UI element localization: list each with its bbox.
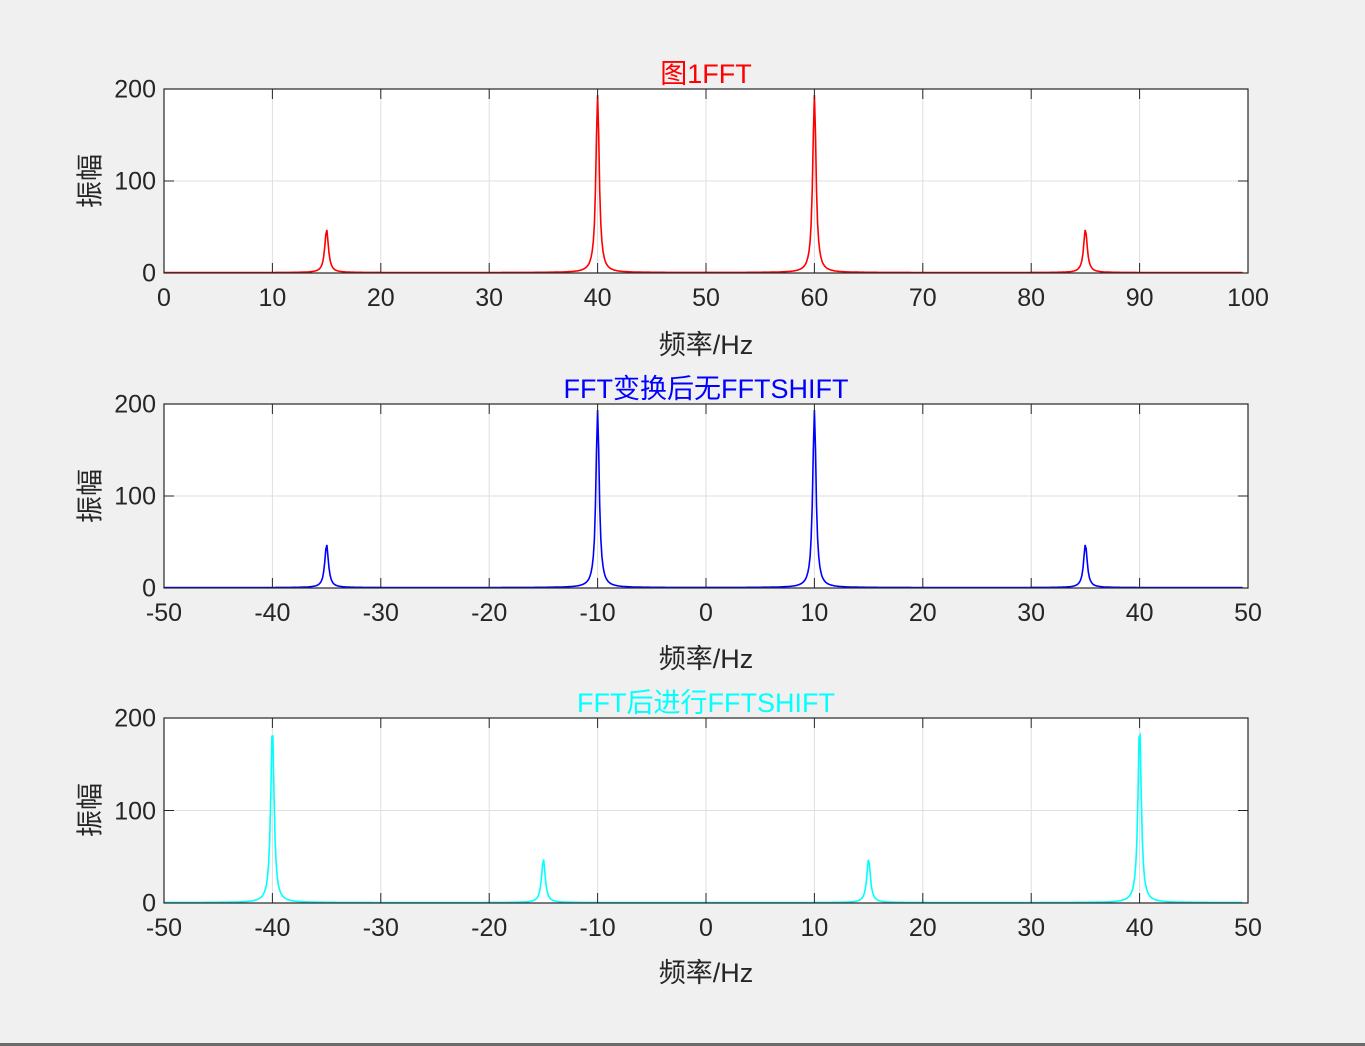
x-tick-label: 10 <box>800 914 829 942</box>
x-tick-label: 80 <box>1017 284 1046 312</box>
x-tick-label: 50 <box>1234 599 1262 627</box>
x-tick-label: 70 <box>908 284 937 312</box>
x-tick-label: 30 <box>1017 914 1046 942</box>
x-tick-label: 40 <box>583 284 612 312</box>
subplot-2-xlabel: 频率/Hz <box>658 644 754 674</box>
x-tick-label: 10 <box>258 284 287 312</box>
x-tick-label: -10 <box>579 599 616 627</box>
x-tick-label: 40 <box>1125 914 1154 942</box>
subplot-3-title: FFT后进行FFTSHIFT <box>577 688 835 718</box>
y-tick-label: 200 <box>114 390 156 419</box>
subplot-1-axes <box>163 88 1249 274</box>
x-tick-label: 50 <box>692 284 720 312</box>
x-tick-label: 20 <box>908 914 937 942</box>
x-tick-label: 60 <box>800 284 829 312</box>
subplot-3-axes <box>163 717 1249 904</box>
x-tick-label: -20 <box>471 914 508 942</box>
subplot-2-title: FFT变换后无FFTSHIFT <box>563 374 849 404</box>
x-tick-label: -30 <box>362 914 399 942</box>
x-tick-label: -10 <box>579 914 616 942</box>
y-tick-label: 0 <box>142 574 156 603</box>
x-tick-label: 0 <box>157 284 171 312</box>
x-tick-label: 0 <box>699 914 713 942</box>
window-bottom-edge <box>0 1043 1365 1046</box>
x-tick-label: 20 <box>908 599 937 627</box>
y-tick-label: 0 <box>142 889 156 918</box>
x-tick-label: -50 <box>145 914 183 942</box>
x-tick-label: -40 <box>254 599 291 627</box>
x-tick-label: 50 <box>1234 914 1262 942</box>
subplot-2-axes <box>163 403 1249 589</box>
x-tick-label: 30 <box>475 284 504 312</box>
x-tick-label: -50 <box>145 599 183 627</box>
subplot-1-title: 图1FFT <box>660 59 752 89</box>
subplot-3-xlabel: 频率/Hz <box>658 958 754 988</box>
x-tick-label: -40 <box>254 914 291 942</box>
y-tick-label: 100 <box>114 482 156 511</box>
x-tick-label: -30 <box>362 599 399 627</box>
y-tick-label: 100 <box>114 167 156 196</box>
x-tick-label: 40 <box>1125 599 1154 627</box>
x-tick-label: 100 <box>1227 284 1269 312</box>
x-tick-label: 20 <box>366 284 395 312</box>
y-tick-label: 200 <box>114 75 156 104</box>
x-tick-label: 10 <box>800 599 829 627</box>
x-tick-label: 0 <box>699 599 713 627</box>
x-tick-label: 30 <box>1017 599 1046 627</box>
x-tick-label: -20 <box>471 599 508 627</box>
subplot-1-line <box>164 94 1243 274</box>
y-tick-label: 200 <box>114 704 156 733</box>
y-tick-label: 100 <box>114 797 156 825</box>
x-tick-label: 90 <box>1125 284 1154 312</box>
y-tick-label: 0 <box>142 259 156 288</box>
subplot-1-xlabel: 频率/Hz <box>658 330 754 360</box>
